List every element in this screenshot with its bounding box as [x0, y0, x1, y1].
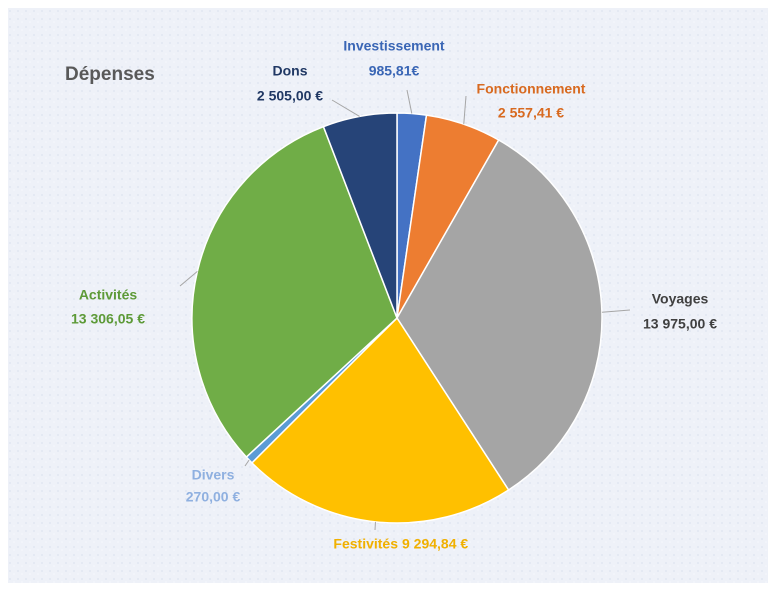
pie-slice	[322, 112, 398, 319]
leader-line	[463, 95, 467, 125]
leader-line	[331, 99, 360, 117]
pie-slice	[191, 125, 398, 459]
slice-value-label: 2 505,00 €	[257, 88, 323, 104]
slice-label: Activités	[79, 287, 138, 303]
leader-line	[179, 271, 198, 287]
chart-title: Dépenses	[65, 64, 155, 85]
slice-value-label: 13 975,00 €	[643, 316, 717, 332]
slice-label: Dons	[273, 63, 308, 79]
pie-slice	[396, 138, 603, 492]
leader-line	[244, 459, 250, 467]
slice-label: Festivités	[333, 536, 398, 552]
leader-line	[406, 89, 413, 114]
slice-value-label: 13 306,05 €	[71, 311, 145, 327]
slice-value-label: 9 294,84 €	[402, 536, 468, 552]
slice-label: Fonctionnement	[477, 81, 586, 97]
slice-label: Investissement	[343, 38, 444, 54]
slice-label: Voyages	[652, 291, 709, 307]
slice-value-label: 985,81€	[369, 63, 420, 79]
slice-value-label: 2 557,41 €	[498, 105, 564, 121]
leader-line	[601, 309, 631, 313]
slice-value-label: 270,00 €	[186, 489, 241, 505]
slice-label: Divers	[192, 467, 235, 483]
